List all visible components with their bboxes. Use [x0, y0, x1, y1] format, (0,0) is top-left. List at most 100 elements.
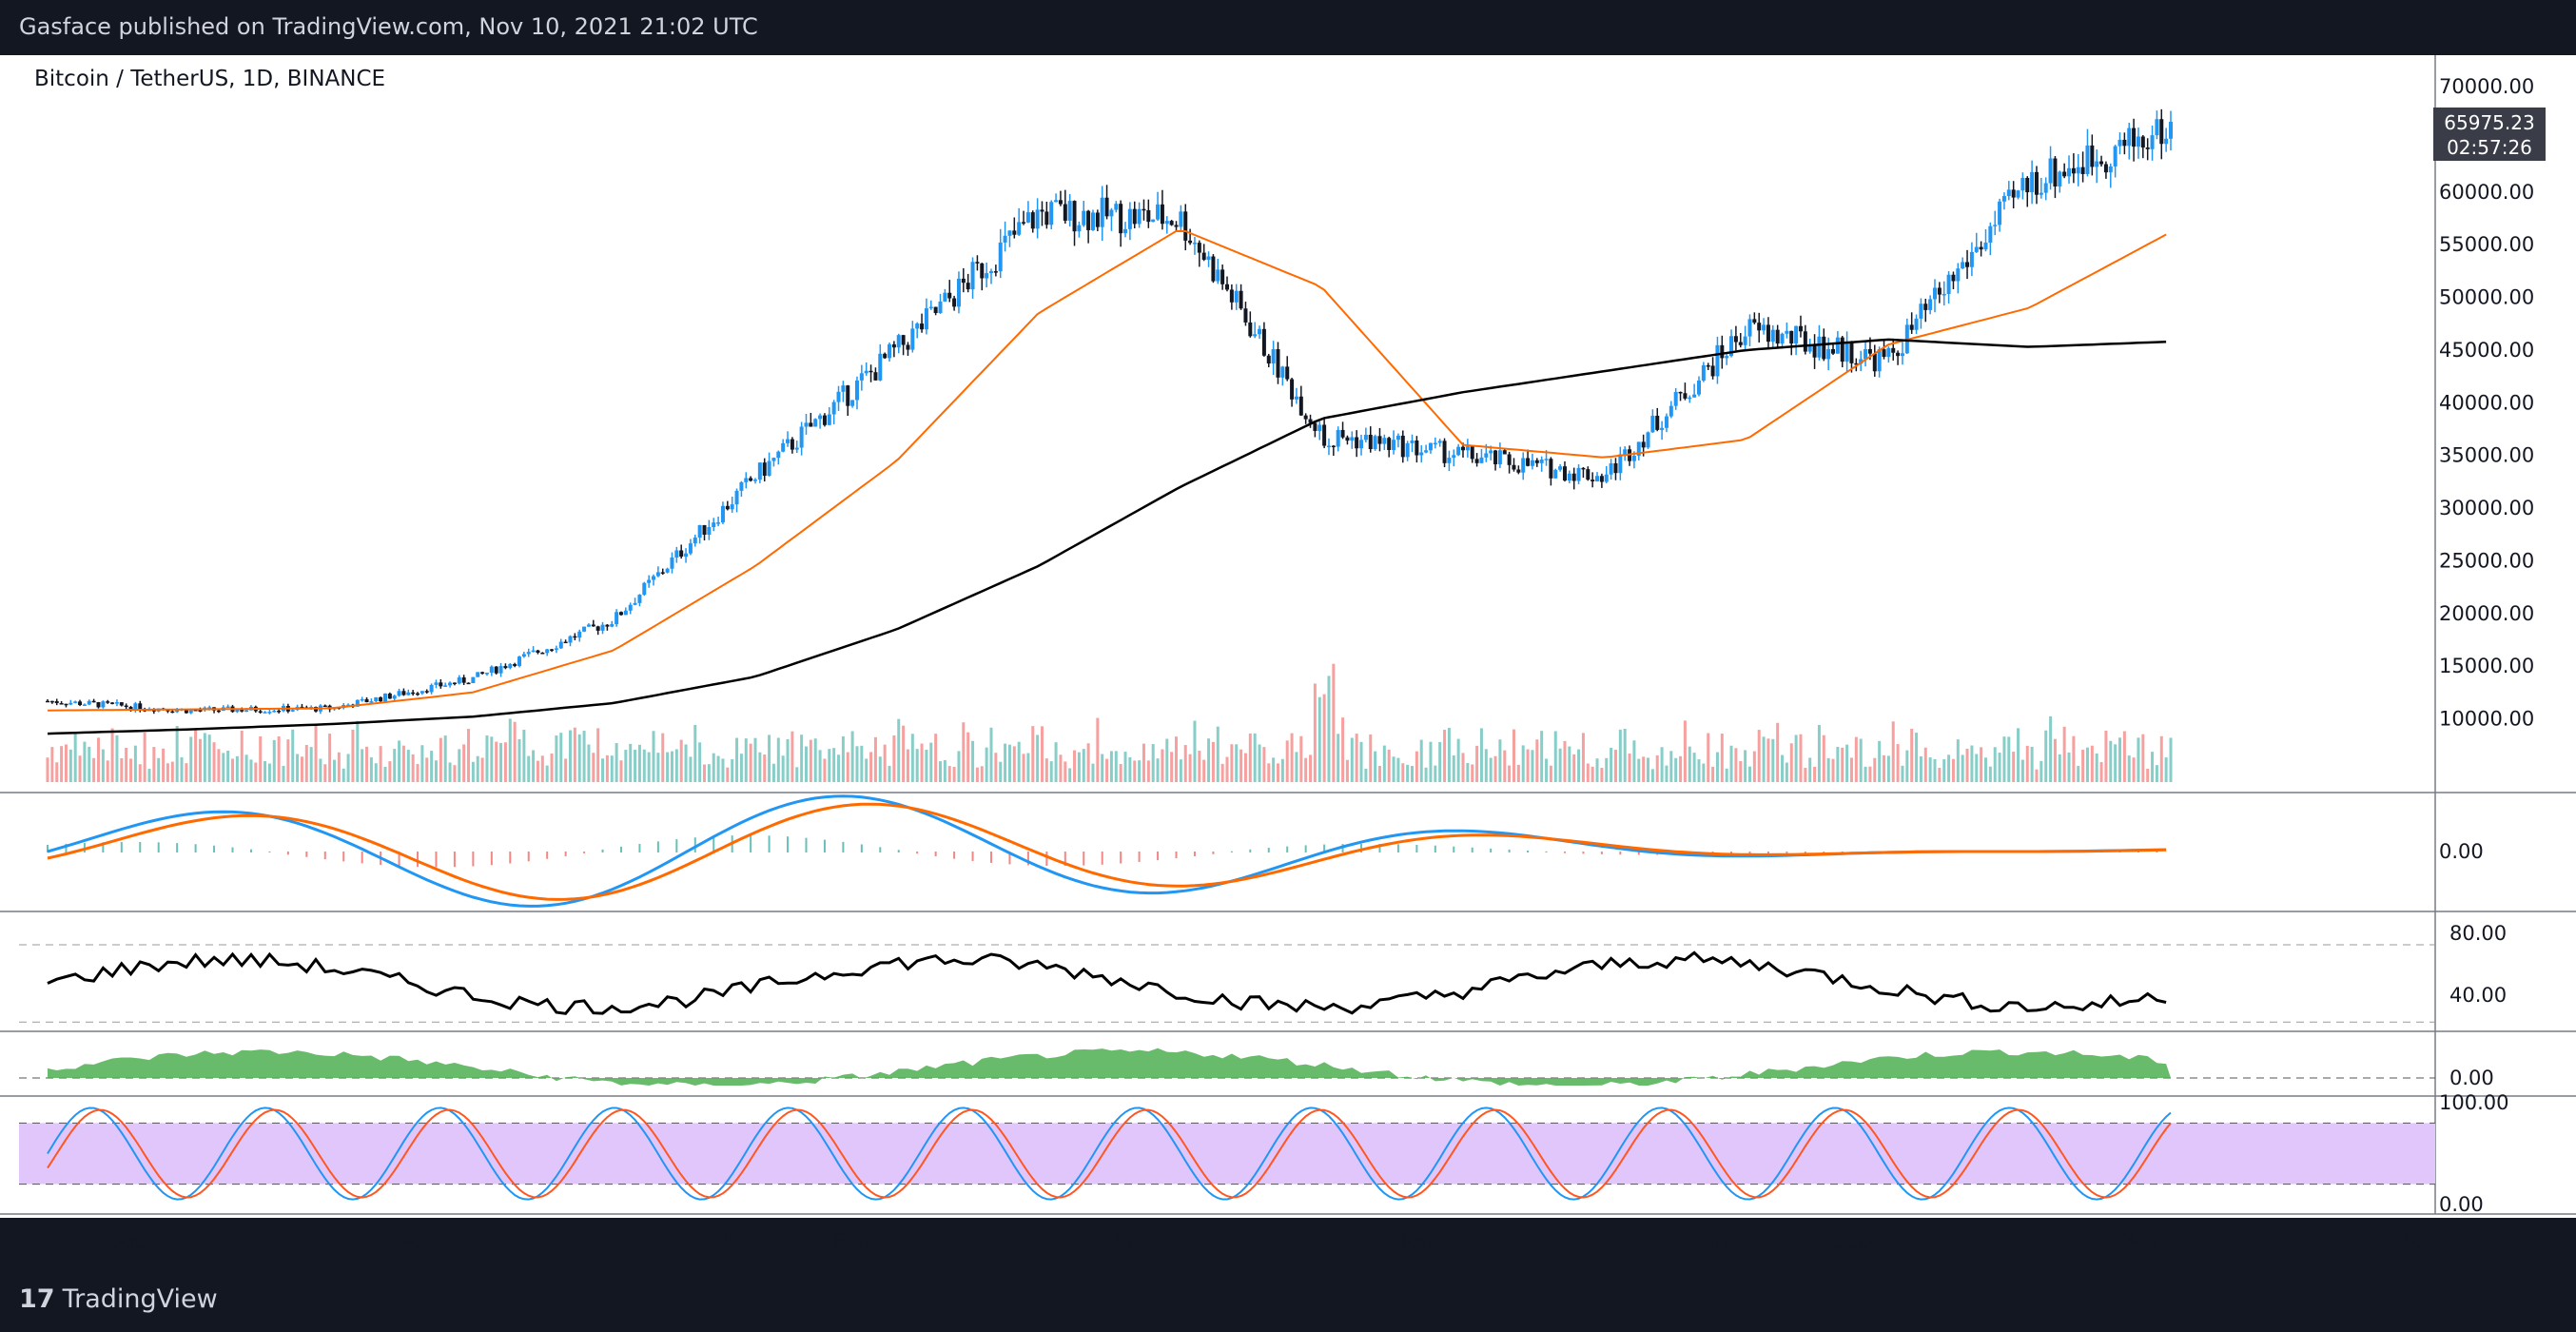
- candle-body: [1132, 208, 1137, 225]
- candle-body: [993, 271, 998, 273]
- volume-bar: [304, 744, 308, 782]
- candle-body: [87, 700, 91, 705]
- candle-body: [1201, 252, 1206, 261]
- macd-histogram-bar: [1193, 852, 1196, 856]
- candle-body: [1442, 441, 1447, 463]
- volume-bar: [749, 743, 752, 782]
- macd-histogram-bar: [656, 841, 659, 852]
- candle-body: [1054, 200, 1059, 203]
- volume-bar: [1216, 726, 1220, 782]
- candle-body: [1359, 440, 1364, 449]
- candle-body: [1067, 201, 1072, 221]
- macd-histogram-bar: [601, 849, 604, 852]
- candle-body: [517, 656, 521, 666]
- volume-bar: [1049, 761, 1053, 782]
- volume-bar: [1387, 749, 1391, 782]
- volume-bar: [573, 727, 576, 782]
- candle-body: [665, 568, 670, 573]
- candle-body: [1119, 204, 1123, 234]
- candle-body: [2030, 171, 2035, 193]
- volume-bar: [1715, 752, 1719, 782]
- volume-bar: [1411, 765, 1415, 782]
- candle-body: [1239, 290, 1243, 309]
- volume-bar: [1295, 752, 1298, 782]
- volume-bar: [1568, 746, 1571, 782]
- volume-bar: [1036, 735, 1040, 782]
- candle-body: [1844, 343, 1849, 362]
- candle-body: [1109, 209, 1114, 217]
- volume-bar: [1508, 765, 1512, 782]
- macd-histogram-bar: [990, 852, 992, 863]
- volume-bar: [1563, 740, 1567, 782]
- candle-body: [1743, 336, 1747, 345]
- price-tick-label: 30000.00: [2439, 497, 2534, 519]
- candle-body: [1058, 200, 1063, 205]
- volume-bar: [1248, 733, 1252, 782]
- volume-bar: [2164, 757, 2168, 782]
- volume-bar: [2049, 715, 2053, 782]
- candle-body: [1003, 235, 1007, 243]
- candle-body: [618, 612, 623, 616]
- candle-body: [868, 370, 873, 373]
- candle-body: [1410, 440, 1415, 443]
- volume-bar: [1521, 745, 1525, 782]
- macd-histogram-bar: [842, 841, 845, 852]
- volume-bar: [1377, 766, 1381, 782]
- tradingview-logo[interactable]: 17 TradingView: [19, 1284, 218, 1314]
- chart-area[interactable]: [0, 55, 2576, 1218]
- candle-body: [457, 677, 461, 684]
- candle-body: [235, 709, 240, 713]
- candle-body: [674, 550, 679, 558]
- candle-body: [799, 426, 804, 448]
- candle-body: [2001, 196, 2006, 202]
- volume-bar: [1493, 755, 1497, 782]
- volume-bar: [555, 735, 558, 782]
- candle-body: [443, 685, 448, 687]
- time-tick-label: Aug: [1688, 1229, 1728, 1253]
- volume-bar: [1915, 733, 1919, 782]
- macd-histogram-bar: [916, 852, 919, 854]
- volume-bar: [309, 747, 313, 782]
- rsi-tick-label: 40.00: [2449, 984, 2507, 1007]
- candle-body: [1169, 221, 1174, 225]
- candle-body: [1849, 343, 1854, 363]
- macd-histogram-bar: [619, 846, 622, 852]
- volume-bar: [1632, 740, 1636, 782]
- macd-histogram-bar: [1249, 849, 1252, 852]
- volume-bar: [878, 756, 882, 782]
- candle-body: [68, 702, 73, 705]
- volume-bar: [1757, 730, 1761, 782]
- candle-body: [1331, 445, 1336, 448]
- volume-bar: [809, 739, 812, 782]
- volume-bar: [1785, 762, 1788, 782]
- candle-body: [1248, 322, 1253, 337]
- candle-body: [864, 370, 868, 374]
- candle-body: [1012, 230, 1017, 235]
- candle-body: [1044, 211, 1049, 225]
- candle-body: [128, 707, 133, 711]
- volume-bar: [2030, 746, 2034, 782]
- candle-body: [2159, 119, 2164, 145]
- volume-bar: [1073, 750, 1077, 782]
- volume-bar: [388, 761, 392, 782]
- volume-bar: [217, 749, 221, 782]
- volume-bar: [540, 755, 544, 782]
- candle-body: [1789, 330, 1794, 344]
- volume-bar: [605, 754, 609, 782]
- candle-body: [1775, 329, 1780, 344]
- volume-bar: [985, 747, 988, 782]
- candle-body: [1484, 453, 1489, 458]
- volume-bar: [323, 764, 327, 782]
- volume-bar: [1183, 745, 1187, 782]
- volume-bar: [1341, 717, 1345, 782]
- volume-bar: [726, 767, 730, 782]
- time-tick-label: Nov: [2120, 1229, 2161, 1253]
- volume-bar: [776, 737, 780, 782]
- candle-body: [1933, 287, 1937, 300]
- volume-bar: [1068, 768, 1072, 782]
- volume-bar: [1479, 728, 1483, 782]
- candle-body: [114, 702, 119, 704]
- candle-body: [1146, 209, 1151, 223]
- candle-body: [2095, 161, 2099, 167]
